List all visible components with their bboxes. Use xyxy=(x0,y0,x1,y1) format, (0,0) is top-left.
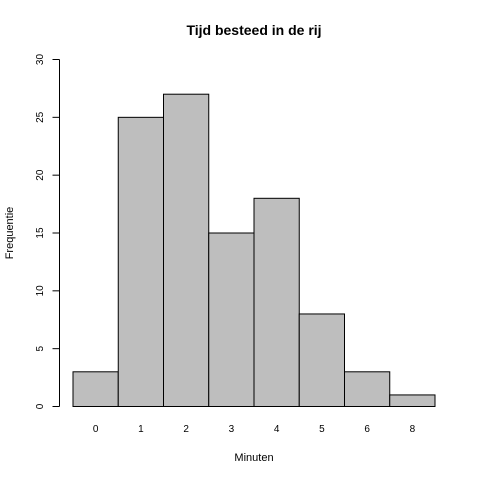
x-tick-labels: 0 1 2 3 4 5 6 8 xyxy=(93,424,416,435)
y-tick-label: 15 xyxy=(35,227,46,239)
bar-4 xyxy=(253,197,300,407)
bars-group xyxy=(72,93,436,408)
y-tick-label: 0 xyxy=(35,403,46,409)
x-tick-label: 3 xyxy=(229,424,235,435)
chart-title: Tijd besteed in de rij xyxy=(186,22,321,38)
x-tick-label: 6 xyxy=(364,424,370,435)
y-axis: 0 5 10 15 20 25 30 xyxy=(35,54,60,409)
bar-0 xyxy=(72,371,119,407)
bar-2 xyxy=(163,93,210,407)
y-tick-label: 10 xyxy=(35,285,46,297)
bar-8 xyxy=(389,394,436,407)
x-axis-label: Minuten xyxy=(234,452,273,464)
y-tick-label: 5 xyxy=(35,345,46,351)
y-tick-label: 25 xyxy=(35,111,46,123)
y-axis-label: Frequentie xyxy=(4,207,16,260)
y-tick-label: 20 xyxy=(35,169,46,181)
bar-5 xyxy=(298,313,345,408)
bar-3 xyxy=(208,232,255,407)
x-tick-label: 4 xyxy=(274,424,280,435)
x-tick-label: 1 xyxy=(138,424,144,435)
x-tick-label: 5 xyxy=(319,424,325,435)
bar-1 xyxy=(117,116,164,407)
x-tick-label: 8 xyxy=(410,424,416,435)
y-tick-label: 30 xyxy=(35,54,46,66)
x-tick-label: 0 xyxy=(93,424,99,435)
bar-6 xyxy=(344,371,391,407)
x-tick-label: 2 xyxy=(183,424,189,435)
